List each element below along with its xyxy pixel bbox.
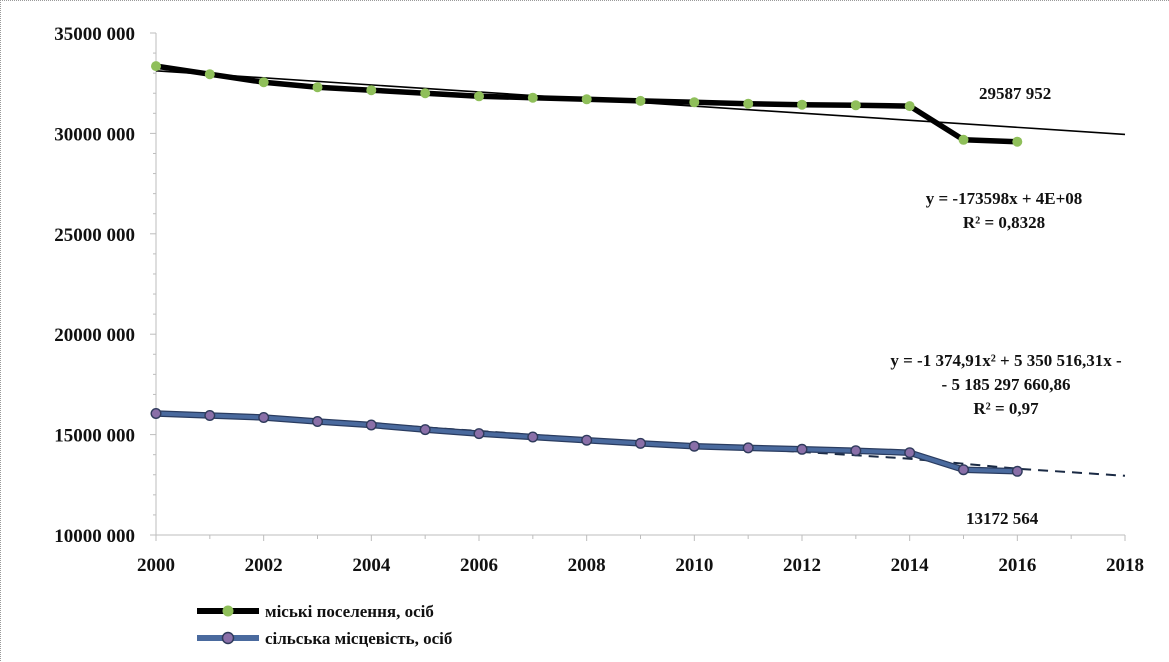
rural-point bbox=[527, 431, 539, 443]
y-tick-label: 15000 000 bbox=[54, 426, 135, 447]
rural-point bbox=[581, 434, 593, 446]
x-tick-label: 2008 bbox=[568, 555, 606, 576]
rural-point bbox=[904, 447, 916, 459]
rural-trend-r2: R² = 0,97 bbox=[973, 399, 1039, 418]
urban-point bbox=[258, 77, 269, 88]
rural-point bbox=[204, 410, 216, 422]
legend-item-rural: сільська місцевість, осіб bbox=[197, 629, 452, 648]
legend-rural-marker bbox=[221, 631, 235, 645]
rural-point bbox=[796, 443, 808, 455]
urban-point bbox=[743, 98, 754, 109]
y-tick-label: 25000 000 bbox=[54, 225, 135, 246]
urban-point bbox=[689, 97, 700, 108]
y-tick-label: 30000 000 bbox=[54, 124, 135, 145]
x-tick-label: 2018 bbox=[1106, 555, 1144, 576]
rural-point bbox=[473, 428, 485, 440]
rural-point bbox=[258, 412, 270, 424]
legend-item-urban: міські поселення, осіб bbox=[197, 602, 434, 621]
x-tick-label: 2002 bbox=[245, 555, 283, 576]
series-lines bbox=[155, 63, 1018, 475]
rural-trend-equation-cont: - 5 185 297 660,86 bbox=[942, 375, 1071, 394]
urban-point bbox=[797, 99, 807, 110]
urban-point bbox=[204, 69, 215, 80]
x-tick-label: 2016 bbox=[998, 555, 1036, 576]
urban-point bbox=[420, 88, 431, 99]
annotations: 29587 952 y = -173598x + 4E+08 R² = 0,83… bbox=[890, 84, 1122, 528]
legend-urban-marker bbox=[222, 605, 234, 617]
rural-point bbox=[850, 445, 862, 457]
urban-trend-r2: R² = 0,8328 bbox=[963, 213, 1045, 232]
x-tick-label: 2010 bbox=[675, 555, 713, 576]
rural-point bbox=[365, 419, 377, 431]
x-tick-label: 2000 bbox=[137, 555, 175, 576]
urban-point bbox=[850, 100, 861, 111]
y-tick-label: 10000 000 bbox=[54, 526, 135, 547]
x-tick-label: 2012 bbox=[783, 555, 821, 576]
urban-point bbox=[474, 91, 484, 102]
rural-trend-equation: y = -1 374,91x² + 5 350 516,31x - bbox=[890, 351, 1122, 370]
urban-point bbox=[151, 61, 161, 72]
rural-end-label: 13172 564 bbox=[966, 509, 1039, 528]
urban-point bbox=[635, 95, 646, 106]
x-tick-label: 2014 bbox=[891, 555, 930, 576]
rural-point bbox=[688, 440, 700, 452]
urban-point bbox=[312, 82, 323, 93]
markers bbox=[150, 61, 1023, 477]
rural-point bbox=[958, 464, 970, 476]
urban-point bbox=[527, 92, 538, 103]
axes: 10000 000 15000 000 20000 000 25000 000 3000… bbox=[54, 24, 1144, 576]
urban-point bbox=[904, 101, 915, 112]
urban-point bbox=[581, 94, 592, 105]
legend: міські поселення, осіб сільська місцевіс… bbox=[197, 602, 452, 648]
rural-point bbox=[635, 437, 647, 449]
urban-point bbox=[366, 85, 377, 96]
urban-trend-equation: y = -173598x + 4E+08 bbox=[926, 189, 1083, 208]
legend-rural-label: сільська місцевість, осіб bbox=[265, 629, 452, 648]
rural-point bbox=[150, 408, 162, 420]
y-tick-label: 35000 000 bbox=[54, 24, 135, 45]
rural-point bbox=[742, 442, 754, 454]
rural-point bbox=[312, 416, 324, 428]
urban-point bbox=[958, 134, 969, 145]
urban-point bbox=[1012, 136, 1023, 147]
x-tick-label: 2006 bbox=[460, 555, 498, 576]
rural-point bbox=[419, 424, 431, 436]
x-tick-label: 2004 bbox=[352, 555, 391, 576]
rural-point bbox=[1011, 465, 1023, 477]
urban-end-label: 29587 952 bbox=[979, 84, 1051, 103]
y-tick-label: 20000 000 bbox=[54, 325, 135, 346]
legend-urban-label: міські поселення, осіб bbox=[265, 602, 434, 621]
